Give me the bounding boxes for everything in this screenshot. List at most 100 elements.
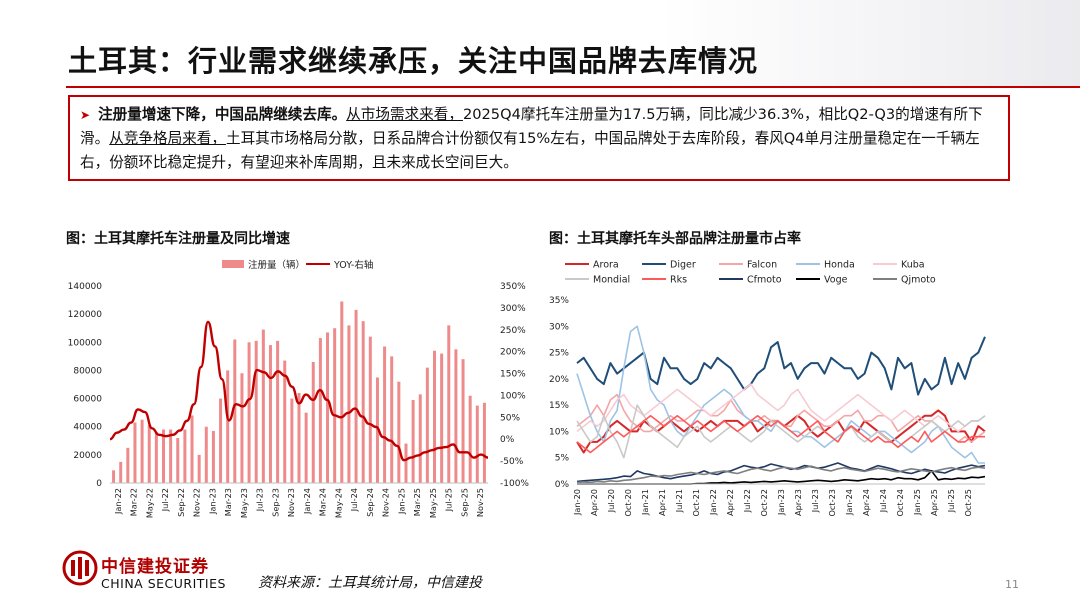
legend-bar-label: 注册量（辆） [248, 259, 305, 271]
bar [133, 422, 137, 483]
bar [390, 356, 394, 483]
summary-lead: 注册量增速下降，中国品牌继续去库。 [98, 106, 347, 123]
bar [176, 437, 180, 483]
bar [197, 454, 201, 483]
bar [482, 402, 486, 483]
x-tick-label: Apr-24 [861, 489, 871, 516]
y-tick-label: 10% [549, 427, 569, 437]
x-tick-label: Jul-20 [606, 489, 616, 513]
x-tick-label: Mar-24 [318, 488, 328, 516]
page-number: 11 [1005, 578, 1019, 591]
bar [169, 429, 173, 483]
x-tick-label: Oct-20 [623, 489, 633, 517]
series-line-qjmoto [576, 465, 986, 484]
bar [154, 432, 158, 483]
bar [161, 429, 165, 483]
y-right-tick-label: -100% [500, 479, 529, 489]
y-left-tick-label: 140000 [68, 282, 103, 292]
summary-competition-label: 从竞争格局来看， [109, 130, 226, 147]
bar [183, 429, 187, 483]
series-line-kuba [576, 383, 986, 433]
legend-label-kuba: Kuba [901, 260, 925, 271]
y-left-tick-label: 120000 [68, 310, 103, 320]
x-tick-label: Mar-22 [129, 488, 139, 516]
legend-label-mondial: Mondial [593, 275, 630, 286]
summary-demand-text: 2025Q4摩托车注册量为17.5万辆，同比减少36.3%，相比Q2-Q3的增速… [80, 106, 983, 147]
bar [368, 336, 372, 483]
bar [461, 359, 465, 483]
y-left-tick-label: 20000 [73, 451, 102, 461]
x-tick-label: Jul-22 [742, 489, 752, 513]
bar [119, 461, 123, 483]
y-left-tick-label: 80000 [73, 366, 102, 376]
y-left-tick-label: 60000 [73, 395, 102, 405]
x-tick-label: Jul-25 [946, 489, 956, 513]
series-line-diger [576, 336, 986, 396]
summary-demand-label: 从市场需求来看， [346, 106, 463, 123]
x-tick-label: Jan-22 [708, 489, 718, 516]
y-tick-label: 5% [555, 454, 570, 464]
x-tick-label: Jan-24 [302, 488, 312, 515]
x-tick-label: Jul-24 [878, 489, 888, 513]
y-right-tick-label: -50% [500, 457, 524, 467]
bar [290, 398, 294, 483]
bar [340, 301, 344, 483]
legend-label-qjmoto: Qjmoto [901, 275, 936, 286]
bar [383, 346, 387, 483]
bar [190, 415, 194, 483]
x-tick-label: Apr-20 [589, 489, 599, 516]
y-right-tick-label: 0% [500, 435, 515, 445]
x-tick-label: May-24 [333, 488, 343, 518]
series-line-voge [577, 470, 986, 485]
legend-label-falcon: Falcon [747, 260, 777, 271]
bar [211, 430, 215, 483]
bar [475, 405, 479, 483]
company-logo-icon [62, 550, 98, 586]
x-tick-label: Jan-22 [113, 488, 123, 515]
bar [247, 342, 251, 483]
y-right-tick-label: 300% [500, 304, 526, 314]
series-line-rks [576, 414, 985, 454]
bar [354, 309, 358, 483]
legend-bar-swatch [222, 260, 244, 268]
bar [318, 338, 322, 483]
y-tick-label: 30% [549, 322, 569, 332]
x-tick-label: Oct-22 [759, 489, 769, 517]
bar [440, 353, 444, 483]
header-decoration [660, 0, 1080, 86]
series-line-falcon [576, 393, 986, 443]
x-tick-label: Apr-23 [793, 489, 803, 516]
y-tick-label: 20% [549, 375, 569, 385]
bar [276, 340, 280, 483]
y-left-tick-label: 0 [96, 479, 102, 489]
legend-label-diger: Diger [670, 260, 696, 271]
bar [297, 392, 301, 483]
title-divider [66, 86, 1080, 88]
bar [468, 395, 472, 483]
bar [254, 340, 258, 483]
bar [418, 394, 422, 483]
bar [447, 325, 451, 483]
series-line-cfmoto [576, 462, 986, 483]
y-right-tick-label: 350% [500, 282, 526, 292]
bar [226, 370, 230, 483]
bar [233, 339, 237, 483]
page-title: 土耳其：行业需求继续承压，关注中国品牌去库情况 [68, 44, 759, 78]
bar [433, 350, 437, 483]
bullet-arrow-icon: ➤ [80, 108, 91, 122]
x-tick-label: Apr-25 [929, 489, 939, 516]
yoy-line [109, 320, 489, 462]
y-right-tick-label: 150% [500, 370, 526, 380]
x-tick-label: May-22 [144, 488, 154, 518]
bar [268, 345, 272, 483]
source-note: 资料来源：土耳其统计局，中信建投 [258, 575, 482, 591]
x-tick-label: Nov-23 [286, 488, 296, 517]
legend-label-honda: Honda [824, 260, 855, 271]
y-right-tick-label: 50% [500, 413, 520, 423]
x-tick-label: Mar-25 [412, 488, 422, 516]
summary-competition-text: 土耳其市场格局分散，日系品牌合计份额仅有15%左右，中国品牌处于去库阶段，春风Q… [80, 130, 980, 171]
x-tick-label: Nov-24 [381, 488, 391, 517]
chart2-title: 图：土耳其摩托车头部品牌注册量市占率 [549, 231, 801, 247]
x-tick-label: Apr-22 [725, 489, 735, 516]
x-tick-label: Jul-25 [444, 488, 454, 512]
